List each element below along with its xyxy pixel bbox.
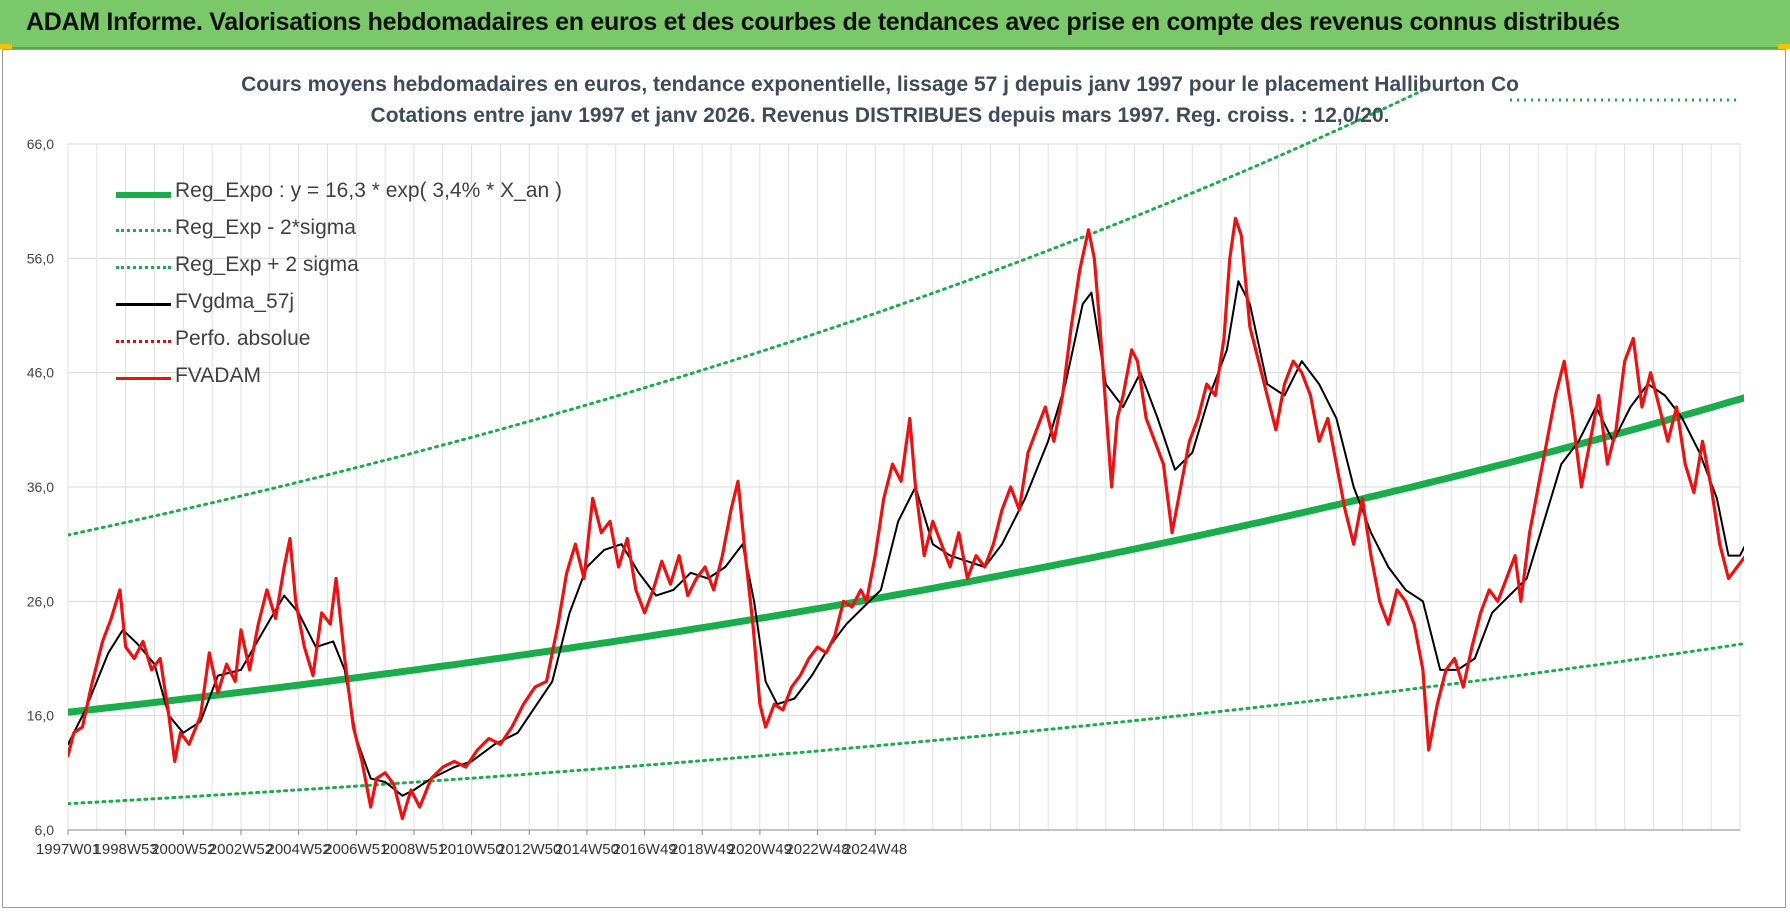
corner-marker	[0, 44, 12, 49]
chart-title: Cours moyens hebdomadaires en euros, ten…	[241, 73, 1519, 96]
legend-label: FVADAM	[175, 364, 261, 387]
legend-item: Reg_Expo : y = 16,3 * exp( 3,4% * X_an )	[116, 176, 676, 213]
series-line	[68, 642, 1744, 806]
series-line	[68, 394, 1744, 716]
legend-swatch	[116, 266, 171, 269]
x-tick-label: 1997W01	[36, 841, 100, 858]
y-tick-label: 16,0	[27, 708, 54, 724]
x-tick-label: 2008W51	[382, 841, 446, 858]
x-tick-label: 2000W52	[151, 841, 215, 858]
x-tick-label: 2018W49	[670, 841, 734, 858]
legend-item: FVgdma_57j	[116, 287, 676, 324]
y-tick-label: 46,0	[27, 365, 54, 381]
y-tick-label: 56,0	[27, 250, 54, 266]
x-tick-label: 2014W50	[555, 841, 619, 858]
legend-swatch	[116, 377, 171, 380]
x-tick-label: 2016W49	[612, 841, 676, 858]
legend-swatch	[116, 229, 171, 232]
x-tick-label: 2012W50	[497, 841, 561, 858]
legend-label: Reg_Expo : y = 16,3 * exp( 3,4% * X_an )	[175, 179, 562, 202]
x-tick-label: 2024W48	[843, 841, 907, 858]
legend-swatch	[116, 192, 171, 198]
legend-item: FVADAM	[116, 361, 676, 398]
x-tick-label: 2010W50	[439, 841, 503, 858]
legend-item: Perfo. absolue	[116, 324, 676, 361]
legend-swatch	[116, 340, 171, 343]
series-line	[68, 216, 1744, 821]
header-banner: ADAM Informe. Valorisations hebdomadaire…	[0, 0, 1790, 49]
corner-marker	[1778, 44, 1790, 49]
legend-item: Reg_Exp + 2 sigma	[116, 250, 676, 287]
y-tick-label: 66,0	[27, 136, 54, 152]
chart-subtitle: Cotations entre janv 1997 et janv 2026. …	[370, 104, 1390, 127]
legend-label: FVgdma_57j	[175, 290, 295, 313]
x-tick-label: 2004W52	[267, 841, 331, 858]
legend-label: Perfo. absolue	[175, 327, 311, 350]
x-tick-label: 2020W49	[728, 841, 792, 858]
y-tick-label: 26,0	[27, 593, 54, 609]
series-line	[68, 88, 1432, 537]
legend-label: Reg_Exp + 2 sigma	[175, 253, 359, 276]
x-tick-label: 1998W53	[94, 841, 158, 858]
y-tick-label: 6,0	[35, 822, 55, 838]
chart-frame	[2, 49, 1786, 908]
legend-label: Reg_Exp - 2*sigma	[175, 216, 356, 239]
x-tick-label: 2006W51	[324, 841, 388, 858]
y-tick-label: 36,0	[27, 479, 54, 495]
chart-legend: Reg_Expo : y = 16,3 * exp( 3,4% * X_an )…	[116, 176, 676, 398]
page-title: ADAM Informe. Valorisations hebdomadaire…	[26, 8, 1620, 36]
legend-item: Reg_Exp - 2*sigma	[116, 213, 676, 250]
x-tick-label: 2002W52	[209, 841, 273, 858]
legend-swatch	[116, 303, 171, 306]
x-tick-label: 2022W48	[785, 841, 849, 858]
